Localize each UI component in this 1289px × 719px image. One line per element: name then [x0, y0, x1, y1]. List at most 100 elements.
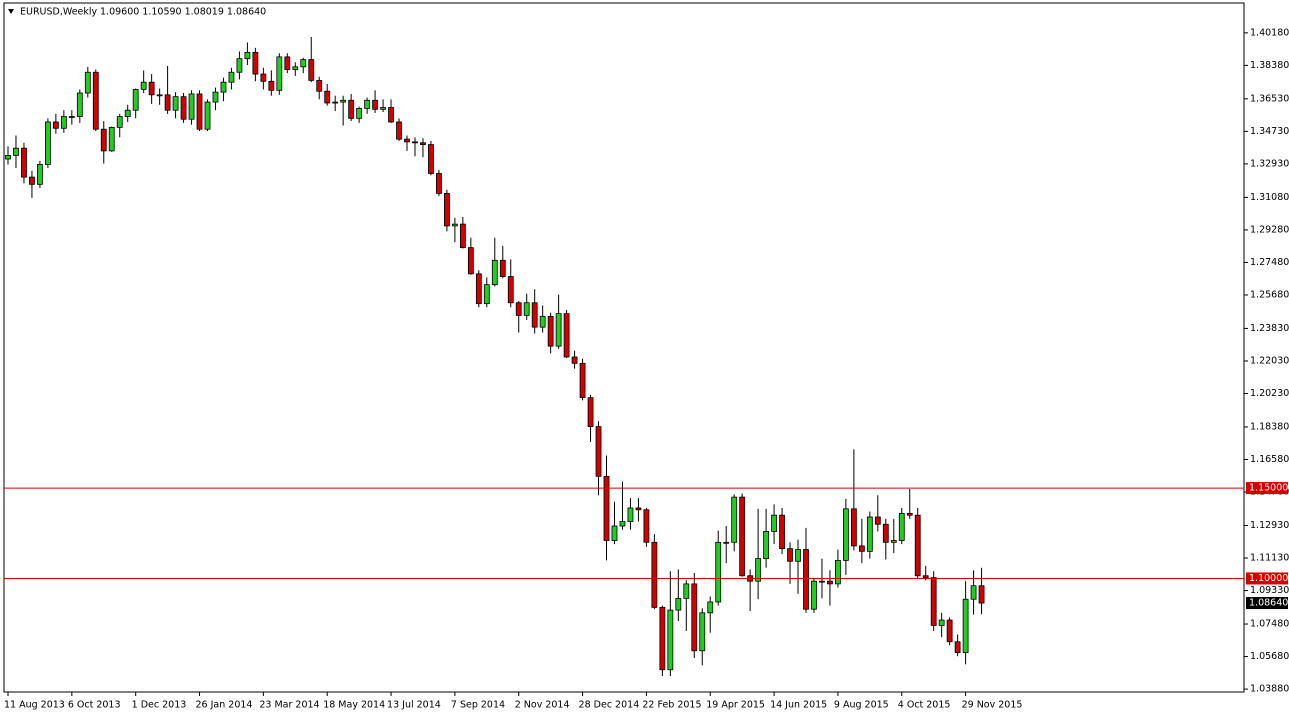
candle-body: [898, 512, 905, 541]
candle-body: [555, 313, 562, 347]
candle-body: [372, 99, 378, 110]
level-label: 1.15000: [1249, 483, 1288, 494]
y-tick-label: 1.12930: [1250, 520, 1289, 531]
candle-body: [164, 94, 171, 111]
candle-body: [308, 59, 315, 81]
candle-body: [140, 81, 147, 90]
candle-body: [436, 173, 442, 194]
candle-body: [803, 549, 809, 610]
y-tick-label: 1.16580: [1250, 454, 1289, 465]
candle-body: [819, 580, 825, 583]
candle-body: [619, 521, 626, 527]
candle-body: [795, 549, 801, 562]
candle-body: [412, 141, 418, 144]
candle-body: [284, 56, 291, 70]
candle-body: [196, 93, 203, 130]
ohlc-header: 1.09600 1.10590 1.08019 1.08640: [100, 7, 266, 18]
candle-body: [715, 541, 722, 603]
x-tick-label: 14 Jun 2015: [770, 700, 827, 711]
candle-body: [156, 94, 163, 97]
candle-body: [515, 302, 522, 316]
candle-body: [132, 89, 139, 111]
candle-body: [659, 606, 666, 671]
level-label: 1.10000: [1249, 573, 1288, 584]
candle-body: [763, 531, 769, 559]
candle-body: [787, 548, 793, 562]
x-tick-label: 26 Jan 2014: [196, 700, 253, 711]
chart-title: EURUSD,Weekly: [20, 7, 98, 18]
candle-body: [5, 155, 11, 160]
candle-body: [21, 147, 27, 178]
y-tick-label: 1.07480: [1250, 619, 1289, 630]
candle-body: [148, 81, 155, 96]
candle-body: [483, 284, 490, 305]
candle-body: [827, 580, 833, 585]
candle-body: [332, 101, 339, 104]
y-tick-label: 1.40180: [1250, 27, 1289, 38]
candle-body: [874, 516, 881, 525]
x-tick-label: 9 Aug 2015: [834, 700, 889, 711]
candle-body: [491, 259, 498, 286]
candle-body: [835, 559, 841, 585]
candle-body: [292, 66, 299, 70]
candle-body: [180, 96, 187, 120]
candle-body: [547, 315, 554, 347]
x-tick-label: 1 Dec 2013: [132, 700, 187, 711]
candle-body: [116, 116, 123, 128]
candle-body: [858, 545, 865, 552]
candle-body: [906, 512, 913, 516]
candle-body: [467, 247, 474, 275]
candle-body: [420, 142, 426, 145]
candle-body: [212, 91, 219, 103]
candle-body: [124, 109, 131, 117]
candle-body: [364, 99, 371, 109]
y-tick-label: 1.22030: [1250, 355, 1289, 366]
x-tick-label: 29 Nov 2015: [962, 700, 1023, 711]
candle-body: [100, 128, 107, 152]
candle-body: [946, 619, 953, 643]
candle-body: [268, 80, 275, 91]
candle-body: [52, 121, 59, 129]
candle-body: [68, 116, 75, 118]
x-tick-label: 7 Sep 2014: [451, 700, 505, 711]
price-label: 1.08640: [1249, 598, 1288, 609]
menu-arrow[interactable]: [8, 9, 14, 14]
candle-body: [92, 71, 99, 130]
candle-body: [643, 509, 650, 543]
candle-body: [890, 540, 897, 543]
y-tick-label: 1.25680: [1250, 289, 1289, 300]
y-tick-label: 1.38380: [1250, 60, 1289, 71]
candle-body: [404, 138, 410, 143]
level-label-bg: [1246, 482, 1288, 495]
candle-body: [691, 583, 698, 652]
candle-body: [324, 90, 331, 104]
candle-body: [683, 583, 690, 599]
candle-body: [300, 59, 307, 68]
x-tick-label: 23 Mar 2014: [259, 700, 319, 711]
candle-body: [499, 259, 506, 277]
y-tick-label: 1.20230: [1250, 388, 1289, 399]
candle-body: [244, 51, 251, 60]
y-tick-label: 1.23830: [1250, 323, 1289, 334]
candle-body: [459, 223, 466, 249]
x-tick-label: 2 Nov 2014: [515, 700, 570, 711]
candle-body: [954, 641, 961, 653]
y-tick-label: 1.27480: [1250, 257, 1289, 268]
candle-body: [850, 508, 857, 547]
candle-body: [340, 99, 347, 103]
candle-body: [922, 575, 929, 578]
y-tick-label: 1.32930: [1250, 158, 1289, 169]
candle-body: [779, 514, 785, 550]
x-tick-label: 13 Jul 2014: [387, 700, 441, 711]
candle-body: [531, 302, 538, 328]
x-tick-label: 6 Oct 2013: [68, 700, 121, 711]
candle-body: [37, 164, 43, 185]
candle-body: [228, 71, 235, 83]
candle-body: [29, 176, 35, 185]
candle-body: [755, 558, 762, 582]
candle-body: [236, 58, 243, 73]
candle-body: [260, 73, 267, 82]
candle-body: [771, 514, 777, 532]
candle-body: [882, 523, 889, 543]
